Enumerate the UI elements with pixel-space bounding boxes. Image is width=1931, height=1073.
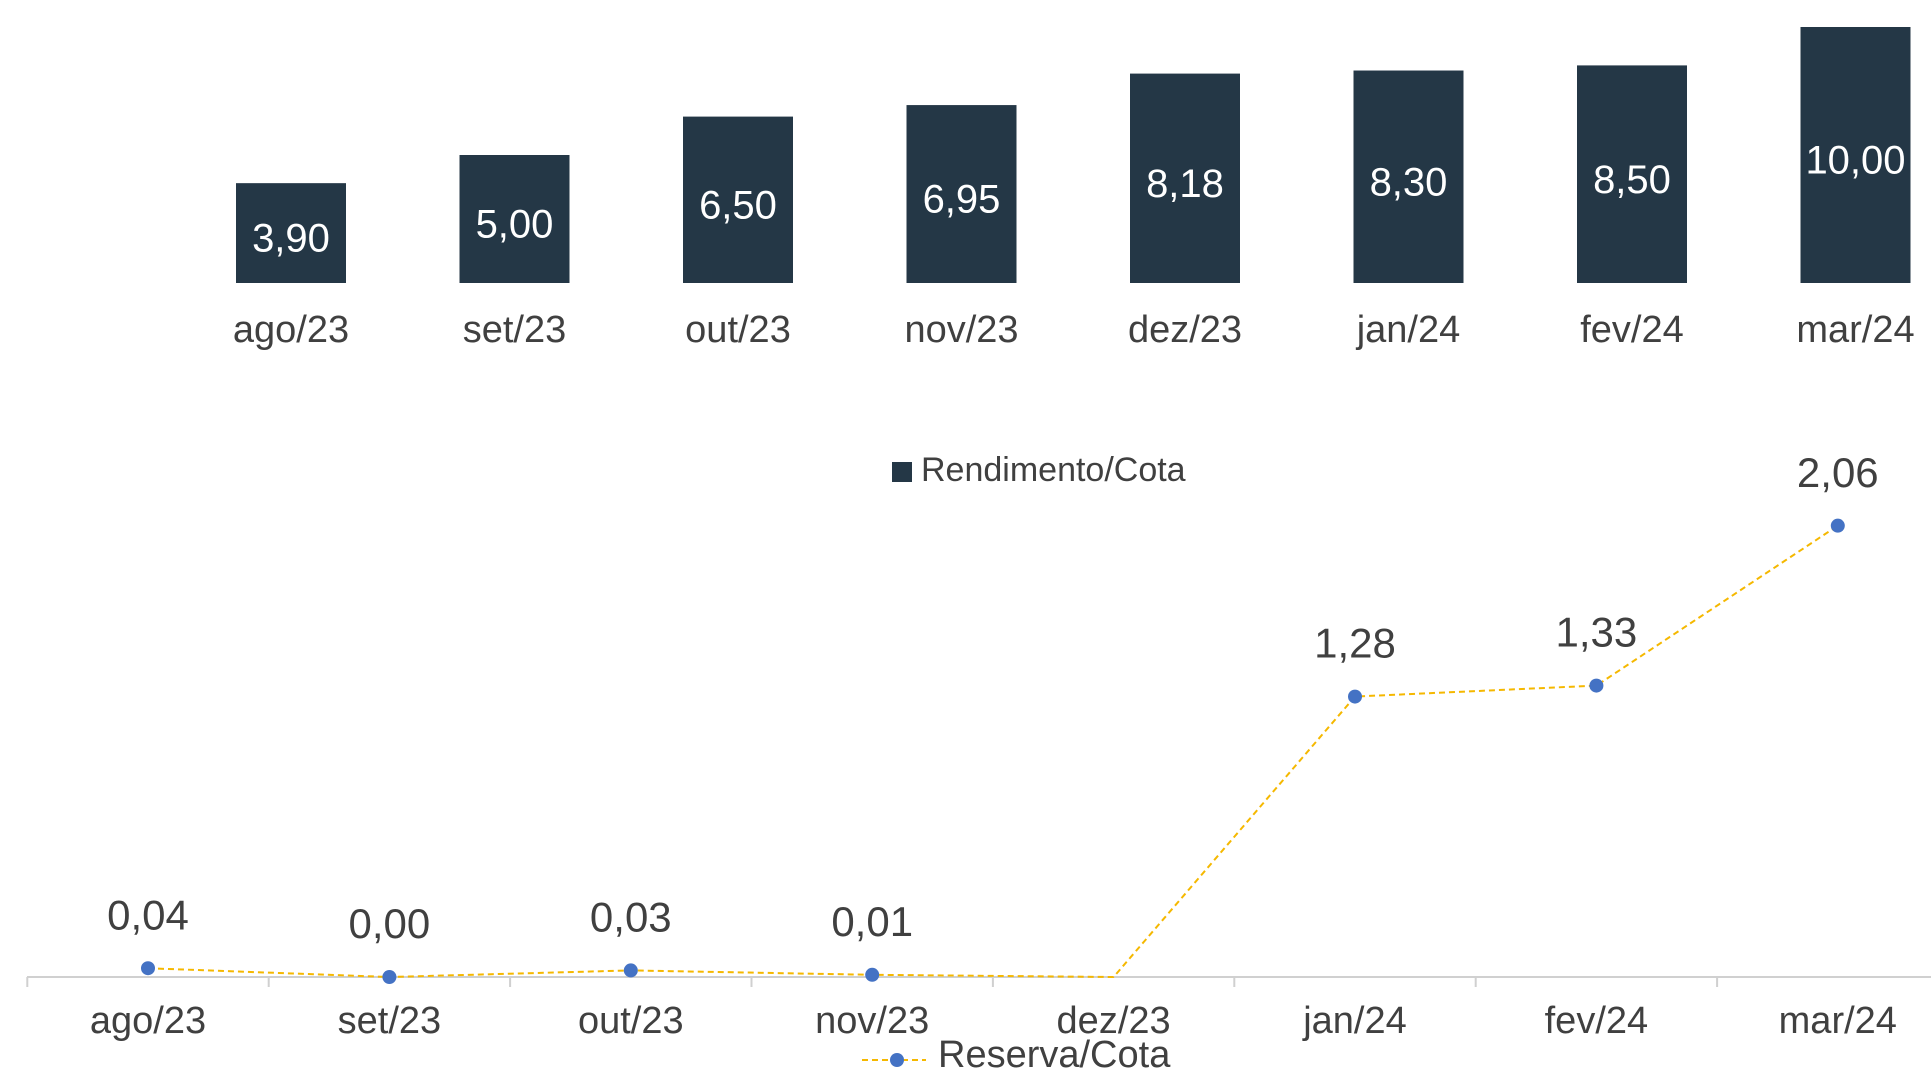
bar bbox=[1800, 27, 1911, 283]
data-label: 3,90 bbox=[252, 217, 330, 261]
bar bbox=[1353, 70, 1464, 284]
data-label: 2,06 bbox=[1797, 449, 1879, 496]
bar bbox=[1130, 73, 1240, 283]
x-tick-label: set/23 bbox=[338, 1000, 442, 1042]
bar bbox=[683, 116, 793, 283]
data-label: 0,00 bbox=[349, 900, 431, 947]
x-tick-label: fev/24 bbox=[1580, 309, 1684, 351]
legend-marker bbox=[890, 1053, 904, 1067]
data-label: 6,50 bbox=[699, 183, 777, 227]
x-tick-label: dez/23 bbox=[1128, 309, 1242, 351]
legend-label: Rendimento/Cota bbox=[921, 451, 1186, 489]
data-label: 5,00 bbox=[476, 203, 554, 247]
marker bbox=[1589, 678, 1604, 693]
data-label: 8,18 bbox=[1146, 162, 1224, 206]
x-tick-label: fev/24 bbox=[1545, 1000, 1649, 1042]
bar bbox=[906, 105, 1017, 283]
marker bbox=[1830, 518, 1845, 533]
x-tick-label: jan/24 bbox=[1356, 309, 1461, 351]
legend-swatch bbox=[892, 462, 912, 482]
x-tick-label: mar/24 bbox=[1796, 309, 1914, 351]
bar bbox=[459, 155, 570, 283]
marker bbox=[1348, 689, 1362, 704]
data-label: 1,28 bbox=[1314, 620, 1396, 667]
data-label: 0,04 bbox=[107, 891, 189, 938]
data-label: 0,01 bbox=[831, 898, 913, 945]
data-label: 8,50 bbox=[1593, 158, 1671, 202]
data-label: 6,95 bbox=[923, 178, 1001, 222]
x-tick-label: nov/23 bbox=[904, 309, 1018, 351]
x-tick-label: set/23 bbox=[463, 309, 567, 351]
x-tick-label: out/23 bbox=[578, 1000, 684, 1042]
data-label: 10,00 bbox=[1805, 139, 1905, 183]
data-label: 8,30 bbox=[1370, 160, 1448, 204]
bar bbox=[236, 183, 346, 283]
line bbox=[147, 524, 1839, 979]
x-tick-label: dez/23 bbox=[1057, 1000, 1171, 1042]
x-tick-label: nov/23 bbox=[815, 1000, 929, 1042]
data-label: 0,03 bbox=[590, 894, 672, 941]
data-label: 1,33 bbox=[1556, 609, 1638, 656]
marker bbox=[141, 961, 155, 976]
marker bbox=[623, 963, 638, 978]
marker bbox=[865, 967, 880, 982]
bar bbox=[1577, 65, 1687, 284]
x-tick-label: ago/23 bbox=[233, 309, 349, 351]
x-tick-label: jan/24 bbox=[1302, 1000, 1407, 1042]
x-tick-label: ago/23 bbox=[90, 1000, 206, 1042]
x-tick-label: mar/24 bbox=[1779, 1000, 1897, 1042]
legend-label: Reserva/Cota bbox=[938, 1034, 1171, 1073]
marker bbox=[382, 970, 397, 984]
x-tick-label: out/23 bbox=[685, 309, 791, 351]
